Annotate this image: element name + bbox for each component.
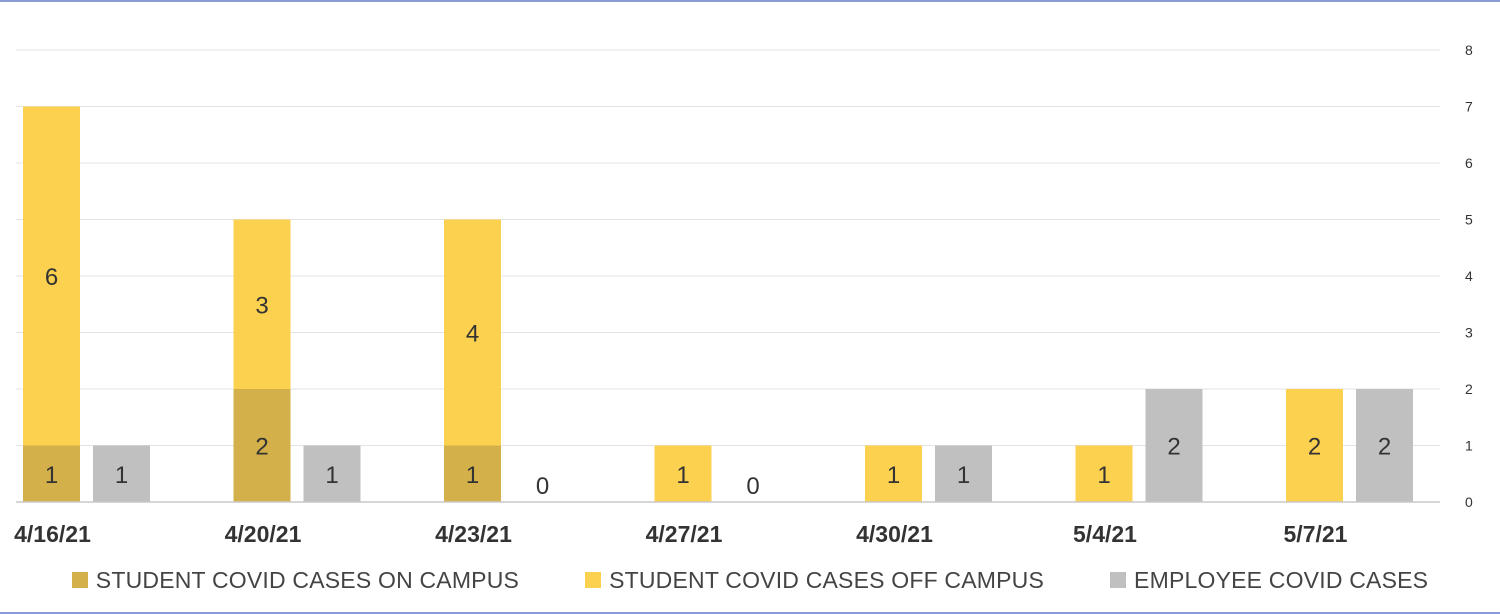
y-tick-label-8: 8 bbox=[1465, 42, 1473, 58]
bar-students-off-campus-2 bbox=[444, 219, 501, 446]
y-tick-label-7: 7 bbox=[1465, 99, 1473, 115]
bar-students-off-campus-1 bbox=[233, 219, 291, 389]
x-category-label-1: 4/20/21 bbox=[225, 521, 302, 547]
legend-swatch-employees bbox=[1110, 572, 1127, 588]
bar-employees-4 bbox=[935, 445, 992, 502]
data-label-employees-0: 1 bbox=[115, 462, 128, 489]
bars bbox=[23, 106, 1413, 502]
legend-item-employees: EMPLOYEE COVID CASES bbox=[1110, 567, 1428, 594]
data-label-employees-4: 1 bbox=[957, 462, 970, 489]
data-label-employees-1: 1 bbox=[325, 462, 338, 489]
legend-item-students-off-campus: STUDENT COVID CASES OFF CAMPUS bbox=[585, 567, 1044, 594]
y-axis-tick-labels: 0 1 2 3 4 5 6 7 8 bbox=[1465, 42, 1473, 510]
data-label-students-on-campus-1: 2 bbox=[255, 434, 268, 461]
data-label-employees-6: 2 bbox=[1378, 434, 1391, 461]
y-tick-label-2: 2 bbox=[1465, 381, 1473, 397]
legend-swatch-students-off-campus bbox=[585, 572, 602, 588]
y-tick-label-5: 5 bbox=[1465, 212, 1473, 228]
data-label-students-off-campus-1: 3 bbox=[255, 292, 268, 319]
legend: STUDENT COVID CASES ON CAMPUS STUDENT CO… bbox=[0, 562, 1500, 598]
legend-label-students-on-campus: STUDENT COVID CASES ON CAMPUS bbox=[95, 566, 520, 593]
x-category-label-6: 5/7/21 bbox=[1284, 521, 1348, 547]
x-category-label-3: 4/27/21 bbox=[646, 521, 723, 547]
data-label-students-off-campus-6: 2 bbox=[1308, 434, 1321, 461]
data-label-students-off-campus-2: 4 bbox=[466, 321, 479, 348]
data-label-students-off-campus-0: 6 bbox=[45, 264, 58, 291]
bar-students-on-campus-2 bbox=[444, 445, 501, 502]
x-category-label-4: 4/30/21 bbox=[856, 521, 933, 547]
bar-employees-0 bbox=[93, 445, 150, 502]
data-label-students-on-campus-0: 1 bbox=[45, 462, 58, 489]
data-labels: 1 6 1 2 3 1 1 4 0 1 0 1 1 1 2 2 2 bbox=[45, 264, 1391, 500]
x-axis-category-labels: 4/16/21 4/20/21 4/23/21 4/27/21 4/30/21 5/4/2… bbox=[14, 521, 1348, 547]
x-category-label-2: 4/23/21 bbox=[435, 521, 512, 547]
bar-students-off-campus-4 bbox=[865, 445, 922, 502]
data-label-students-off-campus-3: 1 bbox=[676, 462, 689, 489]
data-label-students-off-campus-4: 1 bbox=[887, 462, 900, 489]
gridlines bbox=[16, 49, 1440, 446]
bar-students-off-campus-6 bbox=[1286, 389, 1343, 502]
data-label-employees-5: 2 bbox=[1167, 434, 1180, 461]
legend-item-students-on-campus: STUDENT COVID CASES ON CAMPUS bbox=[71, 566, 520, 594]
y-tick-label-1: 1 bbox=[1465, 438, 1473, 454]
bar-students-off-campus-5 bbox=[1075, 445, 1133, 502]
bar-students-on-campus-0 bbox=[23, 445, 80, 502]
data-label-employees-2: 0 bbox=[536, 473, 549, 500]
legend-label-students-off-campus: STUDENT COVID CASES OFF CAMPUS bbox=[609, 566, 1045, 593]
legend-label-employees: EMPLOYEE COVID CASES bbox=[1134, 566, 1429, 593]
bar-employees-1 bbox=[303, 445, 361, 502]
y-tick-label-0: 0 bbox=[1465, 494, 1473, 510]
bar-employees-6 bbox=[1356, 389, 1413, 502]
stacked-bar-chart: 0 1 2 3 4 5 6 7 8 1 6 1 2 3 1 1 4 0 1 0 1 1 1 2 2 2 4/16/21 4/20/… bbox=[14, 42, 1473, 547]
legend-swatch-students-on-campus bbox=[71, 572, 88, 588]
bar-employees-5 bbox=[1145, 389, 1203, 502]
x-category-label-0: 4/16/21 bbox=[14, 521, 91, 547]
data-label-employees-3: 0 bbox=[746, 473, 759, 500]
y-tick-label-3: 3 bbox=[1465, 325, 1473, 341]
bar-students-off-campus-0 bbox=[23, 106, 80, 446]
bar-students-on-campus-1 bbox=[233, 389, 291, 502]
x-category-label-5: 5/4/21 bbox=[1073, 521, 1137, 547]
y-tick-label-4: 4 bbox=[1465, 268, 1473, 284]
y-tick-label-6: 6 bbox=[1465, 155, 1473, 171]
data-label-students-on-campus-2: 1 bbox=[466, 462, 479, 489]
bar-students-off-campus-3 bbox=[654, 445, 712, 502]
data-label-students-off-campus-5: 1 bbox=[1097, 462, 1110, 489]
